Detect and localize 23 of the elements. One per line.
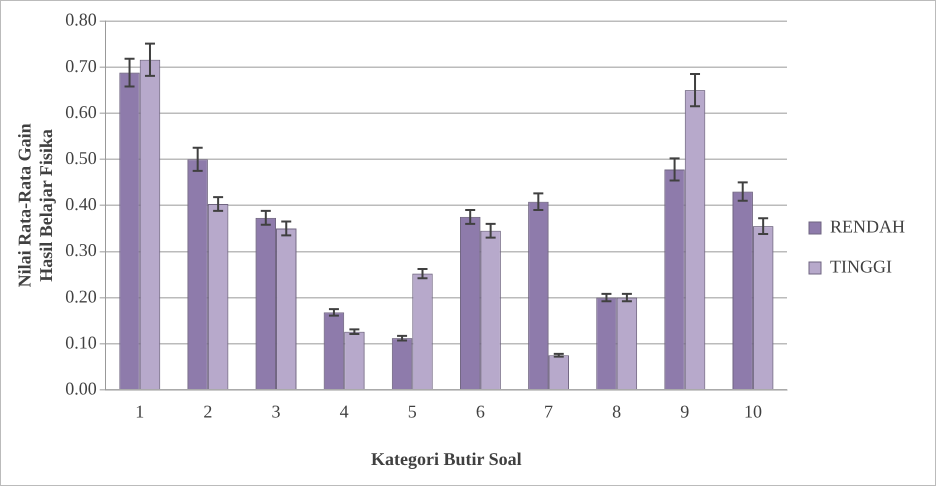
y-tick-label: 0.20 (65, 286, 97, 306)
x-tick-label: 7 (544, 401, 554, 422)
x-axis-title: Kategori Butir Soal (371, 448, 522, 469)
x-tick-label: 10 (744, 401, 762, 422)
x-tick-label: 1 (135, 401, 144, 422)
x-tick-label: 4 (340, 401, 349, 422)
y-tick-label: 0.50 (65, 148, 97, 168)
y-tick-label: 0.40 (65, 194, 97, 214)
y-tick-label: 0.60 (65, 102, 97, 122)
y-tick-label: 0.80 (65, 10, 97, 30)
legend-label: RENDAH (830, 216, 906, 237)
x-tick-label: 6 (476, 401, 485, 422)
y-tick-label: 0.30 (65, 240, 97, 260)
x-tick-label: 2 (203, 401, 212, 422)
y-tick-label: 0.10 (65, 332, 97, 352)
y-tick-label: 0.00 (65, 378, 97, 399)
y-axis-title: Nilai Rata-Rata Gain Hasil Belajar Fisika (14, 123, 56, 288)
x-tick-label: 9 (680, 401, 690, 422)
x-tick-label: 3 (272, 401, 281, 422)
x-tick-label: 8 (612, 401, 622, 422)
y-tick-label: 0.70 (65, 56, 97, 76)
x-tick-label: 5 (408, 401, 417, 422)
legend-label: TINGGI (830, 256, 892, 277)
